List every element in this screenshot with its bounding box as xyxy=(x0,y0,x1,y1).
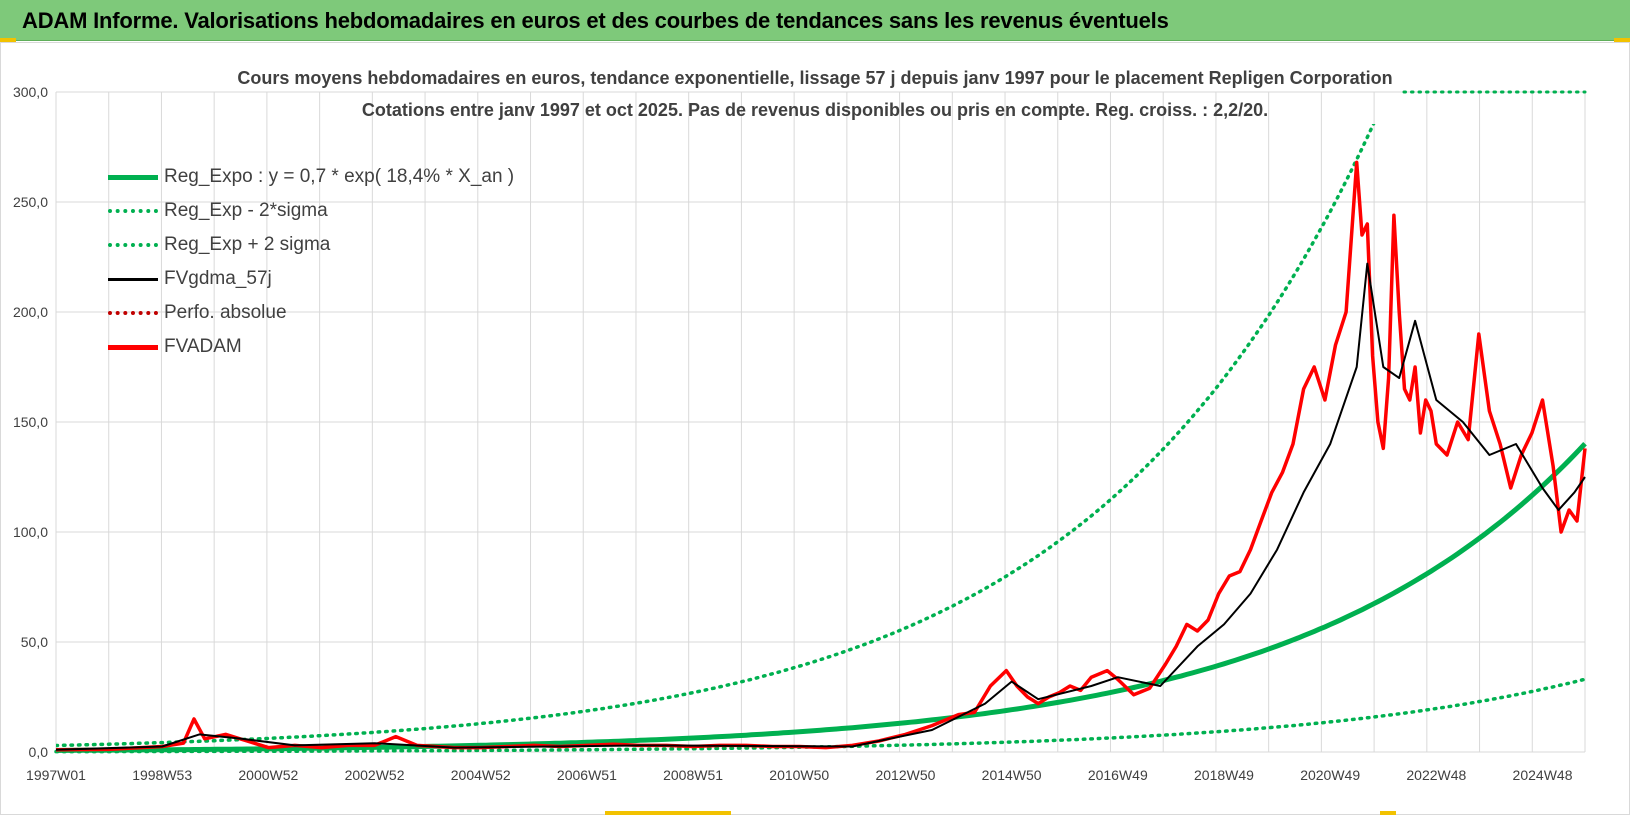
legend-swatch xyxy=(108,277,158,281)
legend-swatch xyxy=(108,311,158,315)
legend-swatch xyxy=(108,344,158,350)
bottom-marker-left xyxy=(605,811,731,815)
series-line-reg-expo xyxy=(55,441,1587,753)
x-tick-label: 2014W50 xyxy=(982,767,1042,783)
legend-swatch xyxy=(108,209,158,213)
legend-item: Perfo. absolue xyxy=(108,296,548,330)
x-tick-label: 1998W53 xyxy=(132,767,192,783)
legend-item: FVADAM xyxy=(108,330,548,364)
legend-item: FVgdma_57j xyxy=(108,262,548,296)
legend-item: Reg_Exp - 2*sigma xyxy=(108,194,548,228)
legend-label: FVADAM xyxy=(164,336,242,357)
legend-label: FVgdma_57j xyxy=(164,268,272,289)
series-line-reg-exp-plus-2-sigma xyxy=(56,124,1376,748)
legend-swatch xyxy=(108,243,158,247)
legend-label: Reg_Exp + 2 sigma xyxy=(164,234,331,255)
x-axis-ticks: 1997W01 1998W53 2000W52 2002W52 2004W52 2006W… xyxy=(26,767,1573,783)
x-tick-label: 2012W50 xyxy=(875,767,935,783)
x-tick-label: 1997W01 xyxy=(26,767,86,783)
grid xyxy=(55,91,1586,753)
x-tick-label: 2020W49 xyxy=(1300,767,1360,783)
series-line-fvgdma-57j xyxy=(55,262,1586,751)
x-tick-label: 2022W48 xyxy=(1406,767,1466,783)
corner-marker-right xyxy=(1614,38,1630,42)
legend-item: Reg_Expo : y = 0,7 * exp( 18,4% * X_an ) xyxy=(108,160,548,194)
y-tick-label: 50,0 xyxy=(21,634,48,650)
legend-swatch xyxy=(108,174,158,180)
chart-subtitle: Cotations entre janv 1997 et oct 2025. P… xyxy=(361,100,1269,120)
x-tick-label: 2016W49 xyxy=(1088,767,1148,783)
series xyxy=(54,90,1587,754)
x-tick-label: 2004W52 xyxy=(451,767,511,783)
header-bar: ADAM Informe. Valorisations hebdomadaire… xyxy=(0,0,1630,41)
y-tick-label: 0,0 xyxy=(29,744,49,760)
legend-label: Perfo. absolue xyxy=(164,302,287,323)
x-tick-label: 2002W52 xyxy=(345,767,405,783)
x-tick-label: 2010W50 xyxy=(769,767,829,783)
x-tick-label: 2018W49 xyxy=(1194,767,1254,783)
legend-label: Reg_Expo : y = 0,7 * exp( 18,4% * X_an ) xyxy=(164,166,515,187)
bottom-marker-right xyxy=(1380,811,1396,815)
y-tick-label: 100,0 xyxy=(13,524,48,540)
corner-marker-left xyxy=(0,38,16,42)
chart-title: Cours moyens hebdomadaires en euros, ten… xyxy=(237,68,1393,88)
legend-item: Reg_Exp + 2 sigma xyxy=(108,228,548,262)
y-axis-ticks: 0,0 50,0 100,0 150,0 200,0 250,0 300,0 xyxy=(13,84,48,760)
legend: Reg_Expo : y = 0,7 * exp( 18,4% * X_an )… xyxy=(108,160,548,364)
x-tick-label: 2024W48 xyxy=(1513,767,1573,783)
header-title: ADAM Informe. Valorisations hebdomadaire… xyxy=(22,8,1169,33)
x-tick-label: 2000W52 xyxy=(238,767,298,783)
y-tick-label: 300,0 xyxy=(13,84,48,100)
x-tick-label: 2008W51 xyxy=(663,767,723,783)
y-tick-label: 250,0 xyxy=(13,194,48,210)
x-tick-label: 2006W51 xyxy=(557,767,617,783)
y-tick-label: 200,0 xyxy=(13,304,48,320)
legend-label: Reg_Exp - 2*sigma xyxy=(164,200,328,221)
series-line-reg-exp-minus-2-sigma xyxy=(54,677,1587,754)
y-tick-label: 150,0 xyxy=(13,414,48,430)
